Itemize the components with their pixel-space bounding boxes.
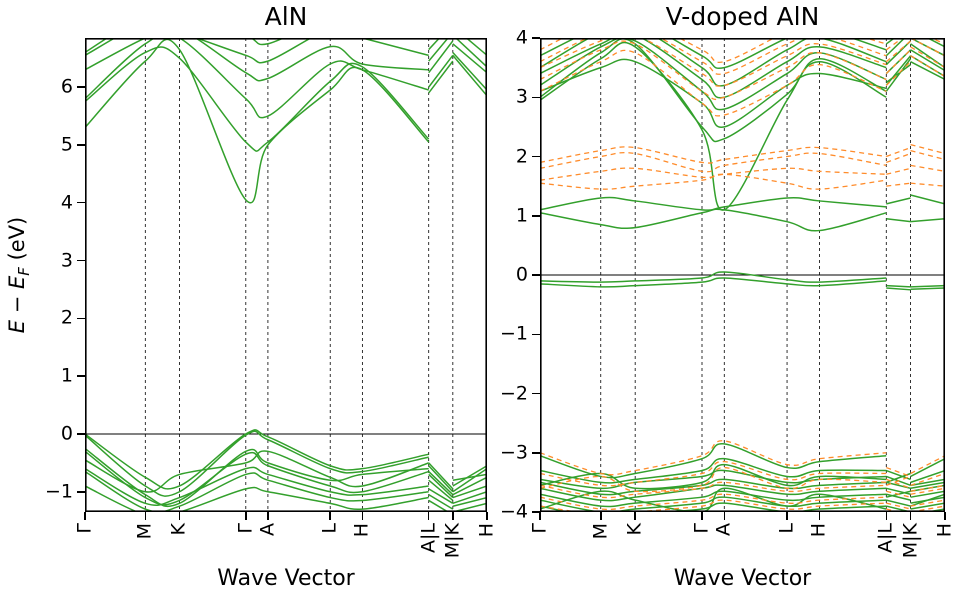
ylabel-unit: (eV) <box>4 216 29 268</box>
x-tick-mark <box>818 512 821 520</box>
x-tick-mark <box>786 512 788 520</box>
y-tick-mark <box>77 144 85 146</box>
y-tick-label: −1 <box>499 322 528 345</box>
y-tick-label: 4 <box>60 191 73 214</box>
y-tick-mark <box>77 375 85 377</box>
x-tick-label: L <box>775 523 798 534</box>
x-tick-label: M|K <box>899 523 922 559</box>
y-tick-label: −1 <box>44 480 73 503</box>
x-tick-label: L <box>318 523 341 534</box>
x-tick-label: Γ <box>73 523 96 534</box>
band-plot-canvas-aln <box>85 38 487 512</box>
x-tick-label: Γ <box>234 523 257 534</box>
y-tick-label: 0 <box>60 422 73 445</box>
x-tick-mark <box>329 512 331 520</box>
y-tick-label: 1 <box>60 364 73 387</box>
y-axis-label: E − EF (eV) <box>5 217 33 334</box>
ylabel-minus: − <box>4 289 29 320</box>
y-tick-label: 2 <box>515 145 528 167</box>
y-tick-label: −4 <box>499 500 528 523</box>
x-tick-mark <box>723 512 726 520</box>
x-tick-mark <box>909 512 912 520</box>
y-tick-label: 6 <box>60 75 73 98</box>
y-tick-mark <box>77 86 85 88</box>
x-tick-mark <box>144 512 147 520</box>
y-tick-mark <box>532 274 540 276</box>
x-tick-mark <box>885 512 888 520</box>
x-tick-mark <box>361 512 364 520</box>
y-tick-label: 1 <box>515 204 528 227</box>
x-tick-label: K <box>167 523 190 536</box>
y-tick-mark <box>532 96 540 98</box>
x-tick-mark <box>539 512 541 520</box>
y-tick-mark <box>77 201 85 204</box>
x-tick-mark <box>452 512 454 520</box>
x-tick-label: Γ <box>528 523 551 534</box>
x-tick-label: A|L <box>874 523 897 553</box>
x-tick-mark <box>84 512 86 520</box>
ylabel-sub-F: F <box>15 267 34 276</box>
panel-title-v-doped-aln: V-doped AlN <box>665 2 820 31</box>
y-tick-mark <box>532 37 540 39</box>
x-tick-label: H <box>807 523 830 538</box>
y-tick-mark <box>77 317 85 320</box>
x-tick-label: K <box>623 523 646 536</box>
ylabel-E2: E <box>4 275 29 290</box>
y-tick-mark <box>532 392 540 395</box>
x-tick-label: M <box>133 523 156 540</box>
y-tick-mark <box>77 259 85 262</box>
panel-aln: AlN E − EF (eV) Wave Vector −1 0 1 2 3 4 5 6 Γ M K… <box>5 2 498 591</box>
x-tick-mark <box>245 512 247 520</box>
x-tick-mark <box>944 512 946 520</box>
x-axis-label-aln: Wave Vector <box>217 566 355 591</box>
y-tick-mark <box>532 511 540 513</box>
x-tick-mark <box>600 512 602 520</box>
y-tick-label: 3 <box>515 85 528 108</box>
x-axis-label-v-doped-aln: Wave Vector <box>673 566 812 591</box>
y-tick-mark <box>532 215 540 217</box>
x-tick-mark <box>178 512 181 520</box>
y-tick-mark <box>532 155 540 158</box>
y-tick-mark <box>77 491 85 493</box>
ylabel-E: E <box>4 319 29 334</box>
panel-v-doped-aln: V-doped AlN Wave Vector −4 −3 −2 −1 0 1 2 3 4 Γ M K… <box>500 2 956 591</box>
x-tick-mark <box>267 512 269 520</box>
x-tick-label: H <box>350 523 373 538</box>
y-tick-label: 5 <box>60 133 73 156</box>
x-tick-mark <box>634 512 636 520</box>
panel-title-aln: AlN <box>264 2 308 31</box>
y-tick-mark <box>532 333 540 335</box>
x-tick-label: M|K <box>441 523 464 559</box>
band-plot-canvas-v-doped-aln <box>540 38 945 512</box>
x-tick-label: Γ <box>690 523 713 534</box>
x-tick-label: H <box>933 523 956 538</box>
y-tick-label: −3 <box>499 441 528 464</box>
x-tick-label: A|L <box>417 523 440 553</box>
x-tick-mark <box>427 512 430 520</box>
y-tick-label: −2 <box>499 382 528 404</box>
y-tick-label: 4 <box>515 26 528 49</box>
y-tick-mark <box>532 452 540 454</box>
x-tick-label: A <box>712 523 735 536</box>
y-tick-label: 3 <box>60 249 73 272</box>
x-tick-label: A <box>256 523 279 536</box>
x-tick-label: M <box>589 523 612 540</box>
y-tick-label: 0 <box>515 263 528 286</box>
x-tick-mark <box>486 512 488 520</box>
x-tick-label: H <box>475 523 498 538</box>
y-tick-label: 2 <box>60 306 73 329</box>
x-tick-mark <box>701 512 703 520</box>
y-tick-mark <box>77 433 85 435</box>
